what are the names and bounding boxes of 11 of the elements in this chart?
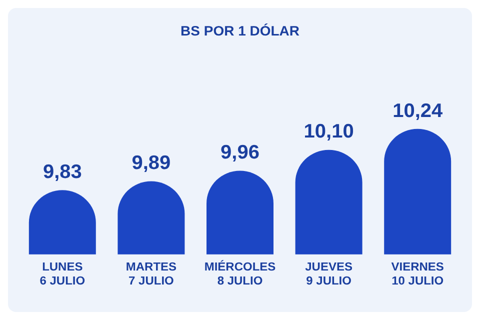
data-label: 9,89 bbox=[132, 152, 171, 174]
x-tick-label: JUEVES 9 JULIO bbox=[305, 260, 353, 288]
x-tick-label: LUNES 6 JULIO bbox=[40, 260, 86, 288]
data-label: 10,24 bbox=[392, 100, 443, 122]
x-tick-label: MIÉRCOLES 8 JULIO bbox=[204, 260, 276, 288]
x-tick-label: MARTES 7 JULIO bbox=[126, 260, 177, 288]
chart-title: BS POR 1 DÓLAR bbox=[180, 22, 300, 39]
data-label: 9,83 bbox=[42, 161, 82, 183]
data-label: 9,96 bbox=[220, 142, 260, 164]
x-tick-label: VIERNES 10 JULIO bbox=[391, 260, 444, 288]
data-label: 10,10 bbox=[304, 120, 354, 143]
